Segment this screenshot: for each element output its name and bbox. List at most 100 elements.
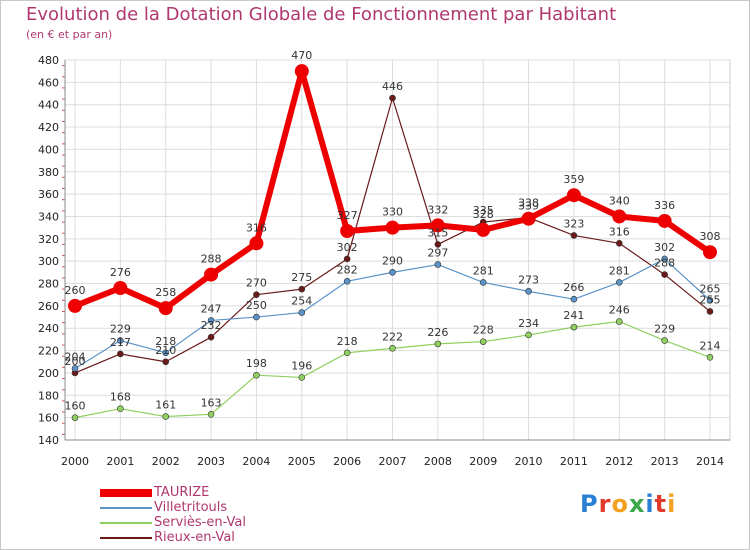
data-label: 160: [65, 400, 86, 413]
logo-letter: i: [645, 490, 655, 518]
data-point: [253, 291, 260, 299]
data-label: 222: [382, 330, 403, 343]
data-point: [661, 271, 668, 278]
data-label: 302: [654, 241, 675, 254]
data-point: [71, 365, 79, 372]
y-tick-label: 440: [38, 99, 59, 112]
data-label: 218: [337, 335, 358, 348]
data-point: [117, 350, 124, 358]
data-label: 336: [654, 199, 675, 212]
y-tick-label: 240: [38, 322, 59, 335]
x-tick-label: 2008: [424, 455, 452, 468]
data-point: [162, 413, 170, 420]
y-tick-label: 340: [38, 210, 59, 223]
data-point: [525, 288, 532, 295]
x-tick-label: 2005: [288, 455, 316, 468]
data-point: [117, 337, 124, 344]
logo-letter: r: [598, 490, 612, 518]
data-label: 281: [473, 264, 494, 277]
data-point: [204, 267, 219, 282]
x-tick-label: 2000: [61, 455, 89, 468]
data-label: 266: [563, 281, 584, 294]
data-label: 315: [427, 226, 448, 239]
data-label: 328: [473, 208, 494, 221]
x-tick-label: 2001: [106, 455, 134, 468]
data-point: [570, 295, 578, 303]
data-point: [479, 279, 487, 286]
data-point: [657, 213, 672, 228]
data-point: [249, 236, 264, 251]
data-point: [68, 298, 82, 313]
data-label: 246: [609, 304, 630, 317]
y-tick-label: 180: [38, 389, 59, 402]
x-tick-label: 2012: [605, 455, 633, 468]
data-point: [385, 220, 400, 235]
data-point: [113, 281, 128, 295]
data-label: 214: [700, 339, 721, 352]
data-label: 281: [609, 264, 630, 277]
data-point: [570, 323, 578, 331]
data-point: [430, 218, 445, 233]
data-point: [479, 338, 487, 345]
x-tick-label: 2013: [651, 455, 679, 468]
legend-swatch: [100, 507, 152, 509]
data-label: 254: [291, 295, 312, 308]
y-tick-label: 360: [38, 188, 59, 201]
data-label: 265: [700, 282, 721, 295]
plot-background: [64, 59, 731, 441]
data-label: 330: [382, 206, 403, 219]
legend-label: Serviès-en-Val: [154, 515, 246, 530]
data-point: [661, 337, 668, 344]
data-label: 282: [337, 263, 358, 276]
logo-letter: x: [628, 490, 646, 518]
y-tick-label: 160: [38, 412, 59, 425]
grid-lines: [65, 59, 730, 441]
data-label: 218: [155, 335, 176, 348]
y-tick-label: 400: [38, 143, 59, 156]
data-label: 163: [201, 396, 222, 409]
data-label: 161: [155, 399, 176, 412]
y-tick-label: 260: [38, 300, 59, 313]
data-point: [521, 211, 536, 226]
x-tick-label: 2004: [242, 455, 270, 468]
data-label: 258: [155, 286, 176, 299]
data-label: 446: [382, 80, 403, 93]
axes: 140 160 180 200 220 240 260 280 300 320 340 360 380 4…: [38, 54, 730, 468]
data-point: [706, 353, 714, 361]
data-label: 255: [700, 293, 721, 306]
data-label: 288: [654, 257, 675, 270]
data-point: [389, 269, 396, 276]
x-tick-label: 2003: [197, 455, 225, 468]
data-label: 204: [65, 350, 86, 363]
line-chart: 140 160 180 200 220 240 260 280 300 320 340 360 380 4…: [38, 49, 731, 468]
data-label: 290: [382, 254, 403, 267]
data-point: [389, 94, 396, 102]
data-point: [340, 224, 355, 238]
data-label: 229: [110, 323, 131, 336]
data-label: 198: [246, 357, 267, 370]
logo-letter: P: [580, 490, 599, 518]
data-point: [298, 285, 306, 293]
data-labels: 260 276 258 288 316 470 327 330 332 328 338 359 340 3…: [65, 49, 721, 412]
data-point: [298, 374, 306, 381]
x-tick-label: 2014: [696, 455, 724, 468]
logo-letter: t: [654, 490, 668, 518]
data-label: 276: [110, 266, 131, 279]
data-point: [615, 318, 623, 325]
data-label: 168: [110, 391, 131, 404]
x-tick-label: 2006: [333, 455, 361, 468]
data-point: [434, 261, 442, 268]
y-tick-label: 380: [38, 166, 59, 179]
data-label: 232: [201, 319, 222, 332]
legend-label: Villetritouls: [154, 500, 228, 515]
data-label: 196: [291, 359, 312, 372]
data-label: 234: [518, 317, 539, 330]
data-label: 288: [201, 253, 222, 266]
legend-swatch: [100, 537, 152, 539]
data-point: [207, 333, 215, 341]
data-point: [162, 349, 170, 357]
data-point: [343, 349, 351, 357]
data-point: [389, 345, 396, 352]
data-point: [343, 255, 351, 263]
data-label: 217: [110, 336, 131, 349]
